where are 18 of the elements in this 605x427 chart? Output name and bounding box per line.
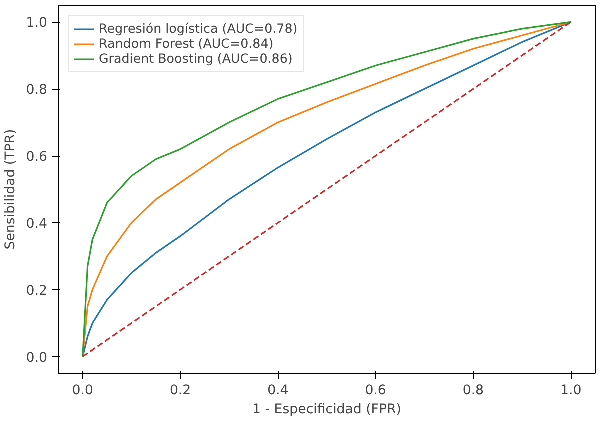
y-tick-label: 0.6 [26,150,48,166]
y-tick-label: 0.2 [26,284,48,299]
x-tick-label: 1.0 [560,384,582,398]
x-tick-label: 0.0 [72,384,94,398]
x-tick-label: 0.6 [365,384,386,398]
x-axis-title: 1 - Especificidad (FPR) [252,402,402,418]
x-tick-label: 0.4 [268,384,289,398]
legend-label: Random Forest (AUC=0.84) [99,36,274,51]
legend-label: Gradient Boosting (AUC=0.86) [99,51,293,66]
legend-label: Regresión logística (AUC=0.78) [99,21,298,36]
y-axis-title: Sensibilidad (TPR) [3,129,18,250]
line-series [82,21,572,358]
x-tick-label: 0.2 [170,384,192,398]
x-tick-label: 0.8 [462,384,484,398]
y-tick-label: 0.0 [26,350,48,366]
y-tick-label: 1.0 [26,16,48,32]
y-tick-label: 0.8 [26,83,48,98]
y-tick-label: 0.4 [26,216,48,232]
